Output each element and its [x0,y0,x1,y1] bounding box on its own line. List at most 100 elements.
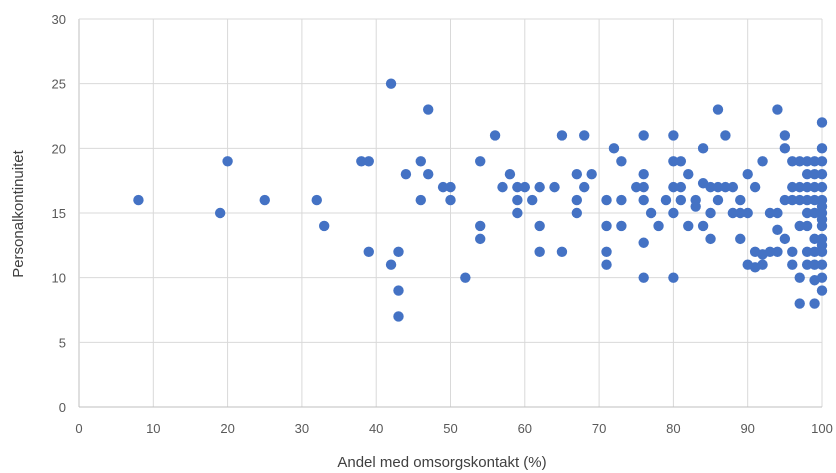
data-point [668,130,679,141]
data-point [660,194,672,206]
data-point [653,220,664,232]
data-point [772,104,783,115]
data-point [489,130,501,141]
y-tick-label: 15 [52,206,66,221]
y-tick-label: 25 [52,77,66,92]
data-point [534,246,545,257]
x-tick-label: 0 [75,421,82,436]
data-point [400,169,412,180]
data-point [764,246,776,257]
data-point [586,169,597,180]
data-point [809,259,820,270]
data-point [475,220,486,232]
data-point [423,104,434,115]
x-tick-label: 30 [295,421,309,436]
data-point [742,207,753,219]
data-point [801,207,813,219]
data-point [675,181,687,193]
data-point [363,156,374,167]
data-point [668,207,679,219]
data-point [735,233,746,245]
data-point [772,207,783,219]
data-point [712,104,724,115]
data-point [779,233,791,245]
data-point [690,201,701,212]
data-point [697,143,709,154]
data-point [801,181,813,193]
data-point [712,181,724,193]
data-point [668,156,679,167]
data-point [668,272,679,283]
data-point [415,156,426,167]
data-point [385,78,397,89]
data-point [579,130,590,141]
data-point [527,194,538,206]
data-point [668,181,679,193]
data-point [801,194,813,206]
gridlines [78,18,823,408]
x-axis-title: Andel med omsorgskontakt (%) [337,454,546,471]
data-point [571,194,583,206]
data-point [356,156,367,167]
data-point [393,311,404,322]
data-point [445,194,456,206]
data-point [608,143,620,154]
data-point [705,181,716,193]
data-point [794,156,805,167]
data-point [571,169,583,180]
data-point [772,246,783,257]
data-point [735,207,746,219]
data-point [757,259,768,270]
data-point [794,194,805,206]
data-point [579,181,590,193]
data-point [809,233,820,245]
data-point [742,169,753,180]
data-point [727,207,739,219]
data-point [556,246,568,257]
data-point [787,259,798,270]
data-point [512,207,523,219]
data-point [475,233,486,245]
data-point [816,156,828,167]
data-point [512,181,523,193]
data-point [571,207,583,219]
data-point [809,169,820,180]
data-point [787,156,798,167]
data-point [809,298,820,309]
x-tick-label: 80 [666,421,680,436]
x-tick-label: 50 [443,421,457,436]
data-point [683,220,694,232]
x-tick-label: 60 [518,421,532,436]
data-point [549,181,560,193]
data-point [727,181,739,193]
data-point [460,272,471,283]
y-tick-label: 0 [59,400,66,415]
data-point [705,233,716,245]
data-point [638,169,649,180]
data-point [801,246,813,257]
data-point [638,130,649,141]
data-point [809,207,820,219]
data-point [735,194,746,206]
data-point [779,130,791,141]
data-point [712,194,724,206]
data-point [675,156,687,167]
data-point [816,143,828,154]
data-point [697,220,709,232]
y-tick-label: 5 [59,335,66,350]
data-point [779,143,791,154]
data-point [794,272,805,283]
data-point [645,207,657,219]
data-point [638,237,649,248]
data-point [638,272,649,283]
data-point [772,224,783,236]
data-point [601,220,612,232]
data-point [675,194,687,206]
data-point [556,130,568,141]
x-tick-label: 100 [811,421,833,436]
data-point [437,181,449,193]
data-point [816,285,828,296]
data-point [222,156,233,167]
data-point [779,194,791,206]
x-tick-label: 70 [592,421,606,436]
